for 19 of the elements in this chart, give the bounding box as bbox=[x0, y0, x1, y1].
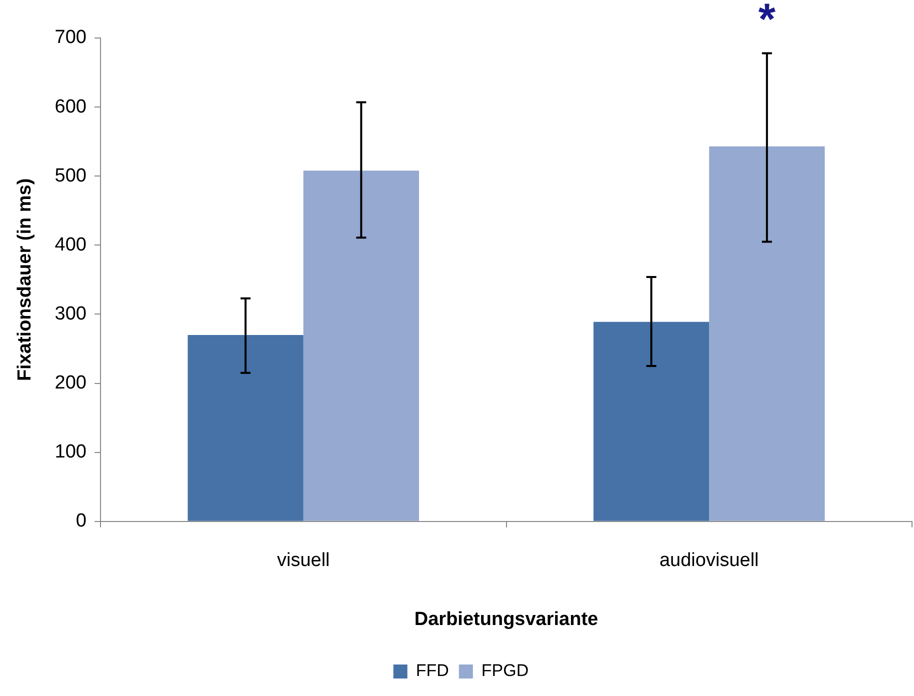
annotation: * bbox=[758, 0, 776, 44]
bar bbox=[188, 334, 304, 521]
bar bbox=[593, 322, 710, 521]
y-tick-label: 600 bbox=[54, 96, 86, 118]
bar bbox=[709, 146, 825, 521]
legend-label: FFD bbox=[416, 661, 449, 680]
y-tick-label: 200 bbox=[54, 372, 86, 394]
bar bbox=[303, 170, 420, 521]
y-tick-label: 400 bbox=[54, 234, 86, 256]
y-tick-label: 0 bbox=[76, 510, 86, 532]
y-tick-label: 100 bbox=[54, 442, 86, 463]
legend-label: FPGD bbox=[481, 661, 529, 680]
x-tick-label: audiovisuell bbox=[659, 550, 759, 572]
y-axis-title: Fixationsdauer (in ms) bbox=[14, 178, 36, 382]
y-tick-label: 700 bbox=[54, 27, 86, 48]
y-tick-label: 300 bbox=[54, 303, 86, 324]
y-tick-label: 500 bbox=[54, 165, 86, 186]
x-tick-label: visuell bbox=[276, 550, 330, 572]
x-axis-title: Darbietungsvariante bbox=[414, 608, 598, 630]
